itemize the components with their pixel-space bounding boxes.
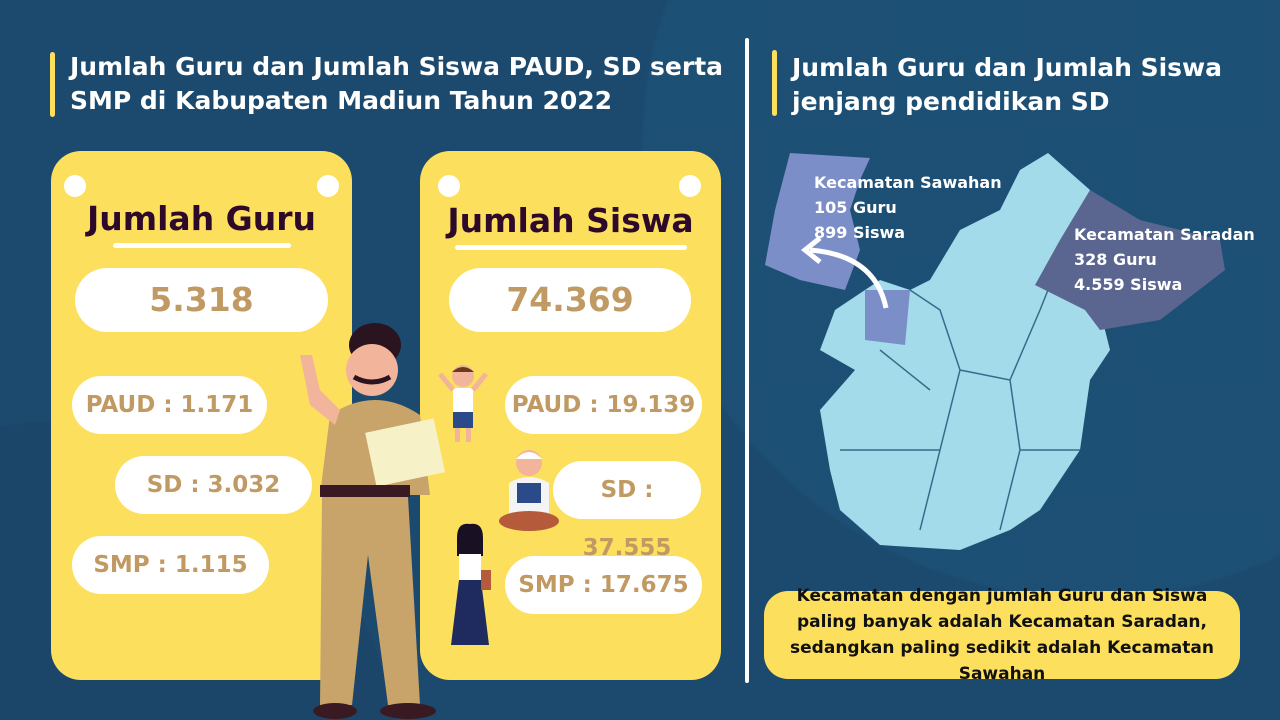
left-title-line1: Jumlah Guru dan Jumlah Siswa PAUD, SD se…	[70, 52, 724, 81]
arrow-icon	[809, 247, 889, 309]
saradan-name: Kecamatan Saradan	[1074, 225, 1255, 244]
heading-underline	[113, 243, 291, 248]
panel-divider	[745, 38, 749, 683]
sawahan-label: Kecamatan Sawahan 105 Guru 899 Siswa	[814, 170, 1002, 245]
card-hole	[438, 175, 460, 197]
conclusion-text: Kecamatan dengan jumlah Guru dan Siswa p…	[790, 586, 1214, 684]
student-girl-illustration	[451, 523, 491, 645]
saradan-guru: 328 Guru	[1074, 250, 1157, 269]
guru-paud: PAUD : 1.171	[72, 376, 267, 434]
guru-smp: SMP : 1.115	[72, 536, 269, 594]
teacher-illustration	[300, 323, 446, 719]
card-hole	[679, 175, 701, 197]
siswa-paud: PAUD : 19.139	[505, 376, 702, 434]
card-hole	[317, 175, 339, 197]
guru-sd: SD : 3.032	[115, 456, 312, 514]
siswa-sd: SD : 37.555	[553, 461, 701, 561]
right-title-line1: Jumlah Guru dan Jumlah Siswa	[792, 53, 1223, 82]
sawahan-siswa: 899 Siswa	[814, 223, 906, 242]
title-accent-bar	[50, 52, 55, 117]
saradan-siswa: 4.559 Siswa	[1074, 275, 1183, 294]
map-region-border	[840, 259, 1080, 531]
sawahan-guru: 105 Guru	[814, 198, 897, 217]
heading-underline	[455, 245, 687, 250]
siswa-total: 74.369	[449, 268, 691, 332]
sawahan-region	[765, 153, 910, 345]
guru-card: Jumlah Guru 5.318 PAUD : 1.171 SD : 3.03…	[51, 151, 352, 680]
right-title-line2: jenjang pendidikan SD	[792, 87, 1110, 116]
madiun-map	[765, 153, 1225, 550]
left-title-line2: SMP di Kabupaten Madiun Tahun 2022	[70, 86, 613, 115]
student-boy-illustration	[438, 365, 488, 442]
title-accent-bar	[772, 50, 777, 116]
right-title: Jumlah Guru dan Jumlah Siswa jenjang pen…	[792, 51, 1222, 119]
saradan-region	[1035, 190, 1225, 330]
sawahan-name: Kecamatan Sawahan	[814, 173, 1002, 192]
siswa-smp: SMP : 17.675	[505, 556, 702, 614]
student-reading-illustration	[499, 450, 559, 531]
arrow-head-icon	[800, 236, 822, 264]
card-hole	[64, 175, 86, 197]
conclusion-box: Kecamatan dengan jumlah Guru dan Siswa p…	[764, 586, 1240, 684]
siswa-heading: Jumlah Siswa	[447, 201, 694, 240]
left-title: Jumlah Guru dan Jumlah Siswa PAUD, SD se…	[70, 50, 723, 118]
guru-heading: Jumlah Guru	[86, 199, 317, 238]
saradan-label: Kecamatan Saradan 328 Guru 4.559 Siswa	[1074, 222, 1255, 297]
guru-total: 5.318	[75, 268, 328, 332]
